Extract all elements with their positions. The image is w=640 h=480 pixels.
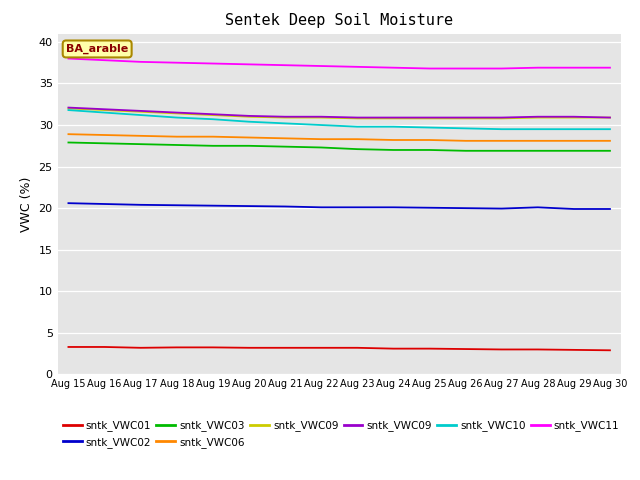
Y-axis label: VWC (%): VWC (%): [20, 176, 33, 232]
Title: Sentek Deep Soil Moisture: Sentek Deep Soil Moisture: [225, 13, 453, 28]
Text: BA_arable: BA_arable: [66, 44, 128, 54]
Legend: sntk_VWC01, sntk_VWC02, sntk_VWC03, sntk_VWC06, sntk_VWC09, sntk_VWC09, sntk_VWC: sntk_VWC01, sntk_VWC02, sntk_VWC03, sntk…: [63, 420, 620, 447]
